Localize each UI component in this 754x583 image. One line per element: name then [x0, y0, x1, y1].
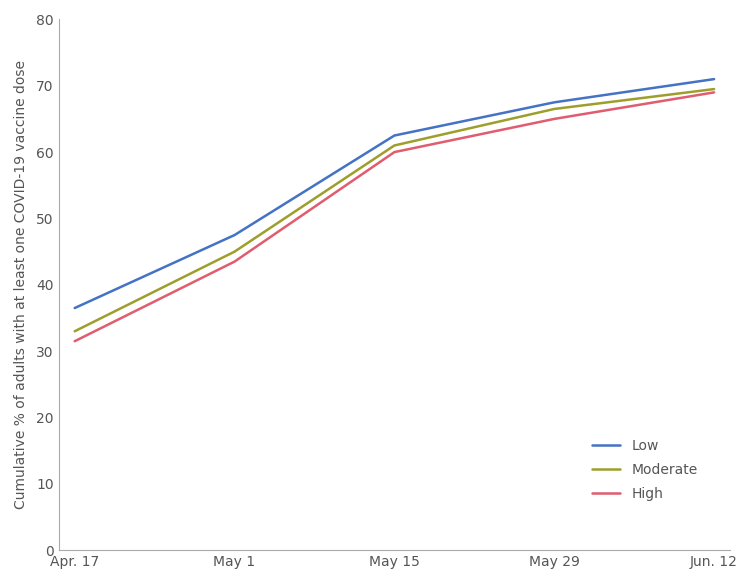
- Moderate: [230, 248, 239, 255]
- Line: Low: Low: [75, 79, 714, 308]
- Low: [710, 76, 719, 83]
- Line: High: High: [75, 92, 714, 341]
- High: [550, 115, 559, 122]
- High: [390, 149, 399, 156]
- Moderate: [710, 86, 719, 93]
- High: [710, 89, 719, 96]
- Moderate: [550, 106, 559, 113]
- Moderate: [70, 328, 79, 335]
- Low: [70, 304, 79, 311]
- Low: [230, 231, 239, 238]
- Moderate: [390, 142, 399, 149]
- Y-axis label: Cumulative % of adults with at least one COVID-19 vaccine dose: Cumulative % of adults with at least one…: [14, 60, 28, 510]
- High: [70, 338, 79, 345]
- Legend: Low, Moderate, High: Low, Moderate, High: [587, 434, 703, 506]
- High: [230, 258, 239, 265]
- Line: Moderate: Moderate: [75, 89, 714, 331]
- Low: [550, 99, 559, 106]
- Low: [390, 132, 399, 139]
